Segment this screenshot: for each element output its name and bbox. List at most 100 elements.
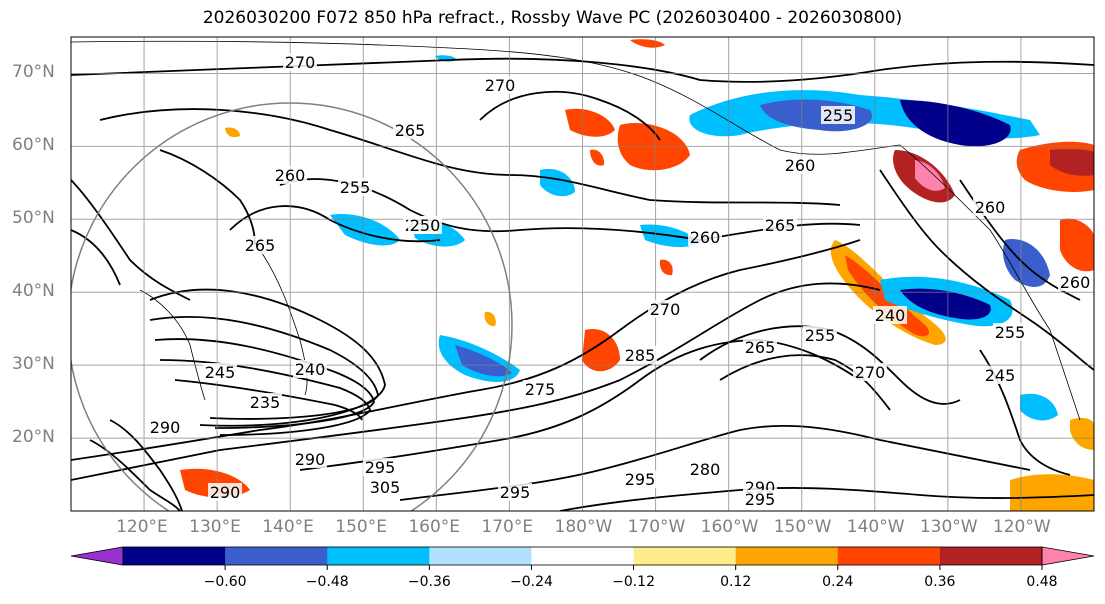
contour-line — [109, 419, 183, 511]
contour-label: 280 — [690, 460, 721, 479]
anomaly-blob — [1060, 218, 1094, 272]
longitude-label: 120°W — [992, 517, 1051, 537]
contour-label-background — [853, 363, 887, 381]
longitude-label: 140°W — [846, 517, 905, 537]
latitude-label: 40°N — [12, 281, 55, 302]
contour-label: 255 — [995, 323, 1026, 342]
map-frame — [70, 36, 1095, 512]
contour-label-background — [368, 478, 402, 496]
anomaly-fills — [180, 39, 1094, 511]
anomaly-blob — [1010, 474, 1094, 511]
contour-label-background — [743, 338, 777, 356]
contour-line — [154, 338, 375, 429]
contour-label-background — [393, 121, 427, 139]
colorbar-tick-label: −0.36 — [407, 574, 451, 590]
contour-label: 275 — [525, 380, 556, 399]
contour-label-background — [483, 76, 517, 94]
contour-label-background — [763, 216, 797, 234]
contour-line — [479, 90, 661, 141]
colorbar-outline — [122, 546, 1043, 566]
contour-label-background — [203, 363, 237, 381]
colorbar-segment — [225, 547, 328, 565]
anomaly-blob — [915, 160, 945, 191]
anomaly-blob — [1020, 393, 1058, 421]
contour-label: 250 — [410, 216, 441, 235]
contour-label-background — [743, 490, 777, 508]
colorbar-tick-label: −0.48 — [305, 574, 349, 590]
contour-label-background — [688, 460, 722, 478]
contour-line — [71, 282, 881, 481]
contour-line — [879, 169, 1094, 371]
anomaly-blob — [565, 108, 615, 137]
latitude-label: 60°N — [12, 135, 55, 156]
contour-label-background — [338, 178, 372, 196]
contour-label: 265 — [245, 236, 276, 255]
gridlines — [71, 37, 1094, 511]
contour-label: 290 — [210, 483, 241, 502]
anomaly-blob — [900, 288, 991, 320]
contour-label-background — [688, 228, 722, 246]
anomaly-blob — [582, 329, 620, 372]
latitude-label: 50°N — [12, 208, 55, 229]
contour-label: 290 — [295, 450, 326, 469]
contour-label: 260 — [975, 198, 1006, 217]
coastline — [899, 144, 1081, 421]
contour-line — [149, 315, 379, 420]
coastline — [139, 289, 206, 401]
anomaly-blob — [1070, 417, 1094, 450]
contour-label-background — [248, 393, 282, 411]
contour-label: 265 — [395, 121, 426, 140]
contour-label: 270 — [485, 76, 516, 95]
longitude-label: 170°W — [627, 517, 686, 537]
contour-line — [71, 179, 191, 301]
contour-label: 260 — [690, 228, 721, 247]
anomaly-blob — [590, 149, 605, 166]
anomaly-blob — [225, 127, 240, 138]
longitude-label: 130°E — [189, 517, 241, 537]
longitude-label: 150°W — [773, 517, 832, 537]
longitude-label: 120°E — [116, 517, 168, 537]
contour-label-background — [983, 366, 1017, 384]
contour-label: 295 — [365, 458, 396, 477]
contour-label: 295 — [500, 483, 531, 502]
colorbar-segment — [429, 547, 532, 565]
contour-label-background — [273, 166, 307, 184]
anomaly-blob — [540, 168, 575, 197]
longitude-label: 140°E — [262, 517, 314, 537]
colorbar-segment — [735, 547, 839, 565]
contour-label: 295 — [745, 490, 776, 509]
longitude-label: 150°E — [335, 517, 387, 537]
contour-label-background — [803, 326, 837, 344]
contour-label-background — [993, 323, 1027, 341]
colorbar-tick-label: 0.12 — [720, 574, 752, 590]
contour-label-background — [243, 236, 277, 254]
anomaly-blob — [659, 259, 673, 276]
longitude-label: 160°E — [408, 517, 461, 537]
contour-label: 265 — [745, 338, 776, 357]
contour-label-background — [208, 483, 242, 501]
colorbar-tick-label: 0.24 — [822, 574, 854, 590]
anomaly-blob — [900, 100, 1011, 147]
contour-label-background — [148, 418, 182, 436]
contour-label: 245 — [985, 366, 1016, 385]
anomaly-blob — [630, 39, 665, 48]
contour-label: 305 — [370, 478, 401, 497]
colorbar-segment — [123, 547, 226, 565]
colorbar-tick-label: 0.48 — [1026, 574, 1058, 590]
colorbar — [70, 546, 1095, 570]
contour-label: 295 — [625, 470, 656, 489]
contour-label-background — [293, 450, 327, 468]
contour-label: 270 — [855, 363, 886, 382]
contour-line — [71, 229, 121, 286]
contour-label: 245 — [205, 363, 236, 382]
contour-line — [149, 288, 386, 427]
colorbar-segment — [939, 547, 1043, 565]
contour-label: 240 — [295, 360, 326, 379]
coastline — [71, 40, 901, 155]
contour-label: 235 — [250, 393, 281, 412]
contour-label: 270 — [285, 53, 316, 72]
contour-label: 290 — [150, 418, 181, 437]
contour-label-background — [498, 483, 532, 501]
contour-label-background — [623, 346, 657, 364]
contour-label-background — [783, 156, 817, 174]
